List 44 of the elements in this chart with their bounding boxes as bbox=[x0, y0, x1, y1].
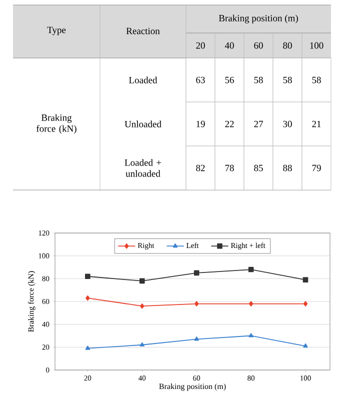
data-label: 58 bbox=[312, 76, 321, 84]
data-label: 85 bbox=[254, 164, 263, 172]
data-label: 27 bbox=[254, 120, 263, 128]
y-axis-title: Braking force (kN) bbox=[28, 271, 36, 332]
text: Type bbox=[47, 26, 66, 36]
x-tick-label: 20 bbox=[196, 42, 205, 49]
data-label: 56 bbox=[225, 76, 234, 84]
data-label: 21 bbox=[312, 120, 321, 128]
text: Reaction bbox=[126, 28, 160, 34]
point bbox=[194, 336, 199, 341]
point bbox=[85, 274, 90, 280]
data-label: 58 bbox=[283, 76, 292, 84]
data-label: 63 bbox=[196, 76, 205, 84]
point bbox=[248, 266, 254, 272]
data-label: 19 bbox=[196, 120, 205, 128]
x-axis-title: Braking position (m) bbox=[159, 383, 226, 391]
y-tick-label: Unloaded bbox=[124, 120, 162, 128]
data-label: 58 bbox=[254, 76, 263, 84]
point bbox=[139, 278, 145, 284]
point bbox=[85, 346, 90, 350]
data-label: 78 bbox=[225, 164, 234, 172]
point bbox=[303, 343, 308, 348]
point bbox=[302, 277, 308, 282]
y-tick-label: Loaded bbox=[129, 76, 158, 84]
x-tick-label: 60 bbox=[254, 42, 263, 49]
point bbox=[248, 301, 254, 306]
point bbox=[303, 301, 308, 306]
point bbox=[194, 301, 199, 306]
x-axis-title: Braking position (m) bbox=[218, 14, 298, 24]
point bbox=[194, 270, 200, 276]
x-tick-label: 40 bbox=[224, 42, 234, 49]
x-tick-label: 100 bbox=[310, 42, 324, 49]
point bbox=[140, 342, 144, 346]
data-label: 22 bbox=[225, 120, 234, 128]
y-axis-title: Braking force (kN) bbox=[36, 114, 76, 134]
x-tick-label: 80 bbox=[283, 42, 292, 49]
data-label: 79 bbox=[312, 164, 321, 172]
point bbox=[140, 303, 144, 309]
data-label: 82 bbox=[196, 164, 205, 172]
point bbox=[248, 333, 254, 338]
y-tick-label: Loaded + unloaded bbox=[124, 159, 162, 177]
data-label: 30 bbox=[283, 120, 292, 128]
data-label: 88 bbox=[283, 164, 292, 172]
point bbox=[86, 295, 90, 301]
